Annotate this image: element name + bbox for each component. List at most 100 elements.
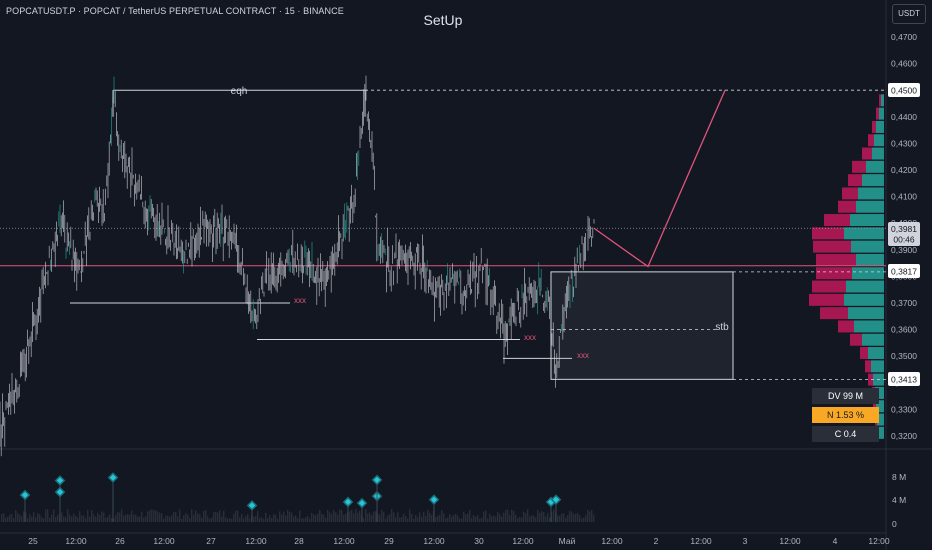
volume-bar xyxy=(271,517,273,522)
volume-bar xyxy=(455,513,457,522)
volume-bar xyxy=(379,514,381,522)
volume-bar xyxy=(99,514,101,522)
volume-bar xyxy=(239,517,241,522)
volume-bar xyxy=(323,514,325,522)
volume-bar xyxy=(333,509,335,522)
low-price-tag: 0,3413 xyxy=(891,375,917,385)
volume-bar xyxy=(199,514,201,522)
volume-bar xyxy=(185,513,187,522)
volume-marker-8 xyxy=(371,474,383,486)
volume-bar xyxy=(165,515,167,522)
x-tick-label-8: 29 xyxy=(384,536,394,546)
volume-bar xyxy=(341,510,343,522)
volume-bar xyxy=(477,515,479,522)
currency-button[interactable]: USDT xyxy=(892,4,926,24)
volume-bar xyxy=(487,518,489,522)
profile-up-17 xyxy=(856,200,884,213)
volume-bar xyxy=(385,518,387,522)
volume-bar xyxy=(203,511,205,522)
volume-bar xyxy=(63,516,65,522)
volume-bar xyxy=(519,516,521,522)
volume-tick-label-1: 4 M xyxy=(892,495,906,505)
volume-bar xyxy=(149,510,151,522)
volume-bar xyxy=(401,516,403,522)
volume-bar xyxy=(65,517,67,522)
y-tick-label-0: 0,4700 xyxy=(891,32,917,42)
volume-bar xyxy=(263,518,265,522)
volume-bar xyxy=(147,511,149,522)
volume-bar xyxy=(169,516,171,522)
volume-bar xyxy=(19,514,21,522)
volume-bar xyxy=(421,516,423,522)
volume-bar xyxy=(515,514,517,522)
y-tick-label-14: 0,3300 xyxy=(891,404,917,414)
volume-bar xyxy=(157,511,159,522)
volume-bar xyxy=(229,518,231,522)
volume-bar xyxy=(495,516,497,522)
stb-label: stb xyxy=(715,322,729,333)
xxx-label-1: xxx xyxy=(294,296,306,305)
volume-bar xyxy=(3,513,5,522)
volume-bar xyxy=(295,515,297,522)
volume-bar xyxy=(261,517,263,522)
volume-bar xyxy=(577,512,579,522)
y-tick-label-4: 0,4300 xyxy=(891,138,917,148)
volume-bar xyxy=(265,512,267,522)
volume-bar xyxy=(49,517,51,522)
volume-bar xyxy=(37,513,39,522)
volume-bar xyxy=(285,515,287,522)
profile-up-8 xyxy=(854,320,884,333)
volume-bar xyxy=(491,516,493,522)
profile-down-17 xyxy=(838,200,856,213)
volume-bar xyxy=(93,514,95,522)
x-tick-label-0: 25 xyxy=(28,536,38,546)
volume-bar xyxy=(309,518,311,522)
x-tick-label-17: 12:00 xyxy=(779,536,801,546)
volume-bar xyxy=(583,517,585,522)
volume-bar xyxy=(249,518,251,522)
volume-bar xyxy=(575,513,577,522)
volume-bar xyxy=(589,511,591,522)
volume-bar xyxy=(293,516,295,522)
profile-up-6 xyxy=(868,347,884,360)
volume-bar xyxy=(501,516,503,522)
volume-bar xyxy=(91,510,93,522)
volume-bar xyxy=(275,514,277,522)
volume-bar xyxy=(277,518,279,522)
volume-marker-4 xyxy=(246,500,258,511)
volume-bar xyxy=(479,518,481,522)
volume-bar xyxy=(541,511,543,522)
volume-bar xyxy=(325,517,327,522)
profile-up-16 xyxy=(850,214,884,227)
volume-bar xyxy=(511,509,513,522)
volume-bar xyxy=(259,517,261,522)
x-tick-label-16: 3 xyxy=(743,536,748,546)
profile-down-18 xyxy=(842,187,858,200)
x-axis[interactable]: 25 12:00 26 12:00 27 12:00 28 12:00 29 12:00 30 12:… xyxy=(28,536,890,546)
volume-bar xyxy=(371,515,373,522)
profile-up-5 xyxy=(871,360,884,373)
volume-bar xyxy=(533,515,535,522)
symbol-header[interactable]: POPCATUSDT.P · POPCAT / TetherUS PERPETU… xyxy=(6,6,344,16)
volume-bar xyxy=(29,514,31,522)
volume-bar xyxy=(227,518,229,522)
volume-bar xyxy=(489,513,491,522)
volume-bar xyxy=(411,513,413,522)
volume-bar xyxy=(201,517,203,522)
profile-down-2 xyxy=(873,400,876,413)
volume-bar xyxy=(553,509,555,522)
volume-bar xyxy=(15,510,17,522)
volume-bar xyxy=(187,514,189,522)
x-tick-label-6: 28 xyxy=(294,536,304,546)
volume-bar xyxy=(499,514,501,522)
volume-bar xyxy=(425,515,427,522)
volume-bar xyxy=(139,516,141,522)
y-tick-label-15: 0,3200 xyxy=(891,431,917,441)
volume-bar xyxy=(97,512,99,522)
volume-bar xyxy=(557,515,559,522)
volume-bar xyxy=(247,514,249,522)
volume-bar xyxy=(537,509,539,522)
volume-bar xyxy=(509,515,511,522)
